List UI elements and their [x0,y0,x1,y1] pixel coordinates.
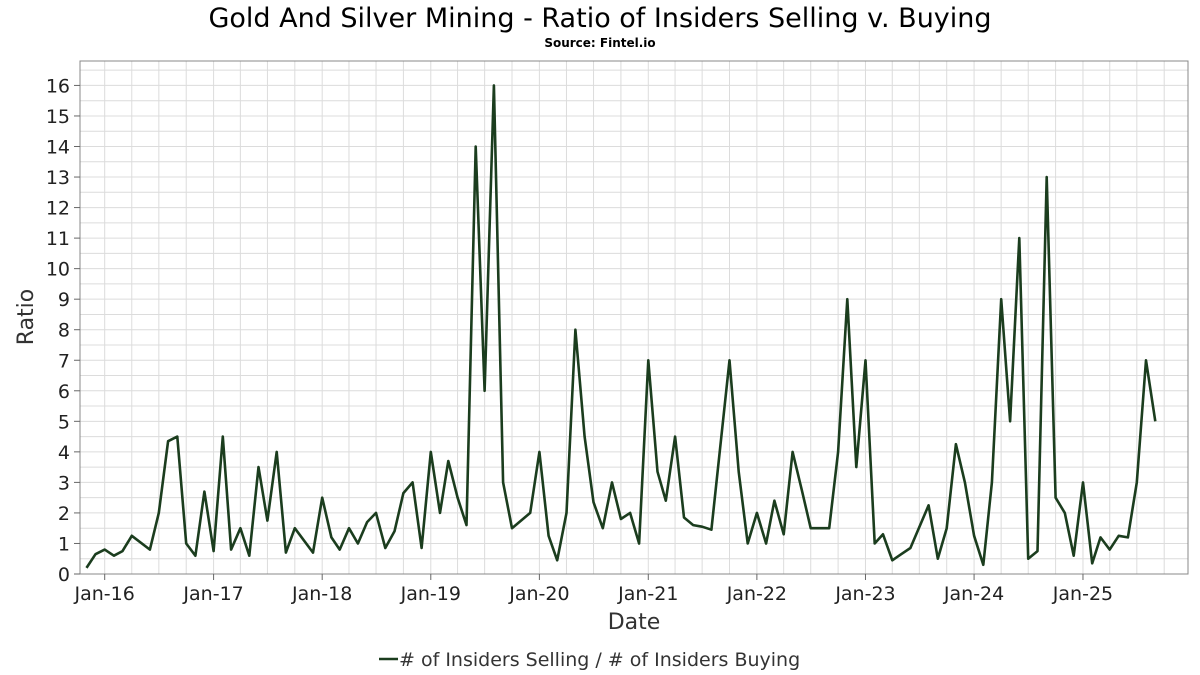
grid [80,61,1188,574]
x-tick-label: Jan-21 [617,583,678,605]
y-tick-label: 16 [46,75,70,97]
y-tick-label: 1 [58,533,70,555]
y-tick-label: 3 [58,472,70,494]
x-tick-label: Jan-17 [182,583,243,605]
y-tick-label: 2 [58,503,70,525]
y-tick-label: 5 [58,411,70,433]
y-tick-label: 9 [58,289,70,311]
y-axis-label: Ratio [14,289,39,345]
x-tick-label: Jan-23 [834,583,895,605]
x-tick-label: Jan-18 [291,583,352,605]
y-tick-label: 12 [46,198,70,220]
legend-label: # of Insiders Selling / # of Insiders Bu… [399,649,800,671]
x-tick-label: Jan-19 [400,583,461,605]
chart-subtitle: Source: Fintel.io [544,36,655,50]
legend: # of Insiders Selling / # of Insiders Bu… [379,649,800,671]
x-tick-label: Jan-25 [1052,583,1113,605]
chart-title: Gold And Silver Mining - Ratio of Inside… [208,3,991,34]
y-tick-label: 6 [58,381,70,403]
plot-area-border [79,60,1189,575]
x-tick-label: Jan-16 [74,583,135,605]
y-tick-label: 15 [46,106,70,128]
y-tick-label: 13 [46,167,70,189]
y-tick-label: 8 [58,320,70,342]
y-tick-label: 14 [46,137,70,159]
y-tick-label: 4 [58,442,70,464]
x-tick-label: Jan-22 [726,583,787,605]
y-tick-label: 10 [46,259,70,281]
y-tick-label: 7 [58,350,70,372]
x-tick-label: Jan-20 [508,583,569,605]
y-tick-label: 11 [46,228,70,250]
x-axis-label: Date [608,610,661,635]
x-axis-ticks: Jan-16 Jan-17 Jan-18 Jan-19 Jan-20 Jan-21 Jan-… [74,574,1113,605]
x-tick-label: Jan-24 [943,583,1004,605]
y-tick-label: 0 [58,564,70,586]
series-line [85,84,1157,569]
